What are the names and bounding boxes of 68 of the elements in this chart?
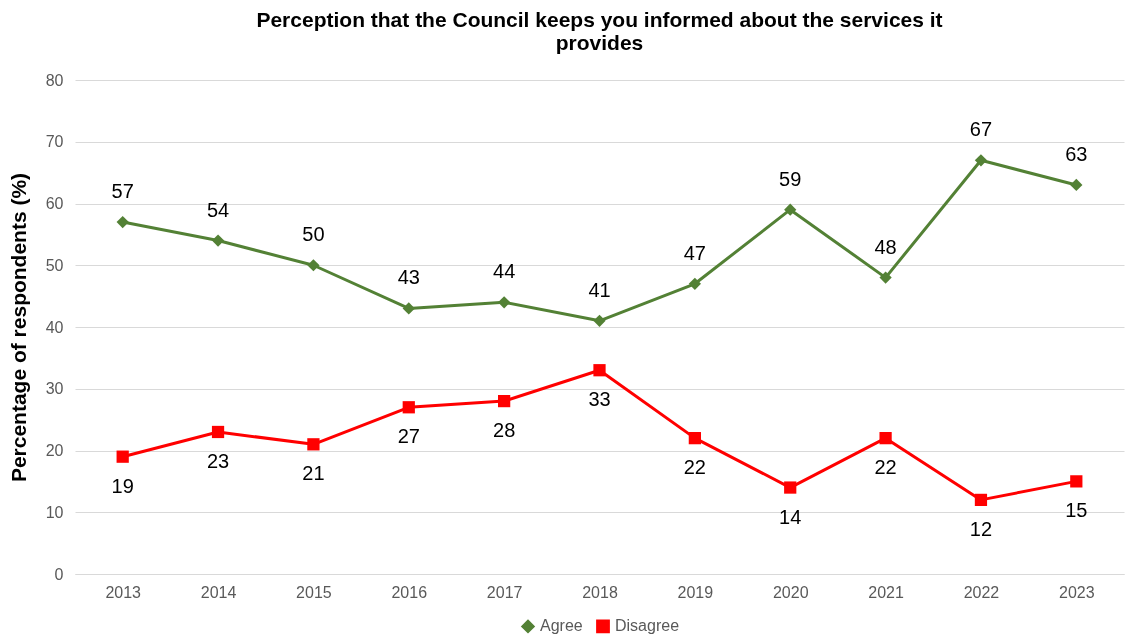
y-tick-label: 60 [45,195,64,212]
x-tick-label: 2019 [677,583,714,601]
point [307,259,320,272]
legend-label: Agree [540,617,583,635]
point [879,432,892,445]
point [974,154,988,167]
y-axis-title: Percentage of respondents (%) [6,172,30,483]
data-label: 27 [397,425,420,448]
y-tick-label: 20 [45,442,64,459]
data-label: 15 [1065,499,1088,522]
point [784,481,797,494]
x-tick-label: 2020 [772,583,809,601]
point [688,277,701,290]
data-label: 50 [302,223,325,246]
data-label: 63 [1065,142,1088,165]
point [498,296,511,309]
data-label: 22 [683,456,706,479]
point [402,302,415,315]
data-label: 23 [206,449,230,472]
point [593,364,606,377]
data-label: 21 [302,462,325,485]
data-label: 14 [779,505,802,528]
data-label: 28 [493,419,516,442]
data-label: 44 [493,260,516,283]
point [879,271,892,284]
x-tick-label: 2013 [105,583,142,601]
x-tick-label: 2016 [391,583,428,601]
y-tick-label: 10 [45,503,64,521]
data-label: 47 [683,241,706,264]
point [688,432,701,445]
data-label: 57 [111,180,134,203]
data-label: 22 [874,456,897,479]
point [116,450,129,463]
point [784,203,797,216]
x-tick-label: 2018 [582,583,618,601]
x-tick-label: 2014 [200,583,237,601]
x-tick-label: 2017 [486,583,523,601]
data-label: 43 [397,266,420,289]
point [1070,178,1083,192]
data-label: 54 [206,198,230,221]
data-label: 41 [588,278,611,301]
data-label: 59 [779,167,802,190]
y-tick-label: 80 [45,71,64,89]
point [211,425,225,439]
data-label: 19 [111,474,134,497]
data-label: 67 [969,118,993,141]
y-tick-label: 50 [45,256,64,274]
data-label: 12 [969,517,993,540]
y-tick-label: 40 [45,318,64,336]
chart-title: Perception that the Council keeps you informed about the services it provides [256,8,943,54]
data-label: 48 [874,235,897,258]
y-tick-label: 70 [45,133,64,151]
point [498,394,511,408]
x-tick-label: 2022 [963,583,1000,601]
x-tick-label: 2021 [868,583,904,601]
point [116,215,129,229]
point [211,234,225,247]
point [974,493,988,507]
legend-label: Disagree [615,617,680,635]
point [593,314,606,327]
point [402,401,415,414]
data-label: 33 [588,388,611,411]
point [307,438,320,451]
y-tick-label: 0 [54,565,64,583]
x-tick-label: 2023 [1059,583,1095,601]
point [1070,475,1083,488]
x-tick-label: 2015 [296,583,332,601]
y-tick-label: 30 [45,380,64,398]
